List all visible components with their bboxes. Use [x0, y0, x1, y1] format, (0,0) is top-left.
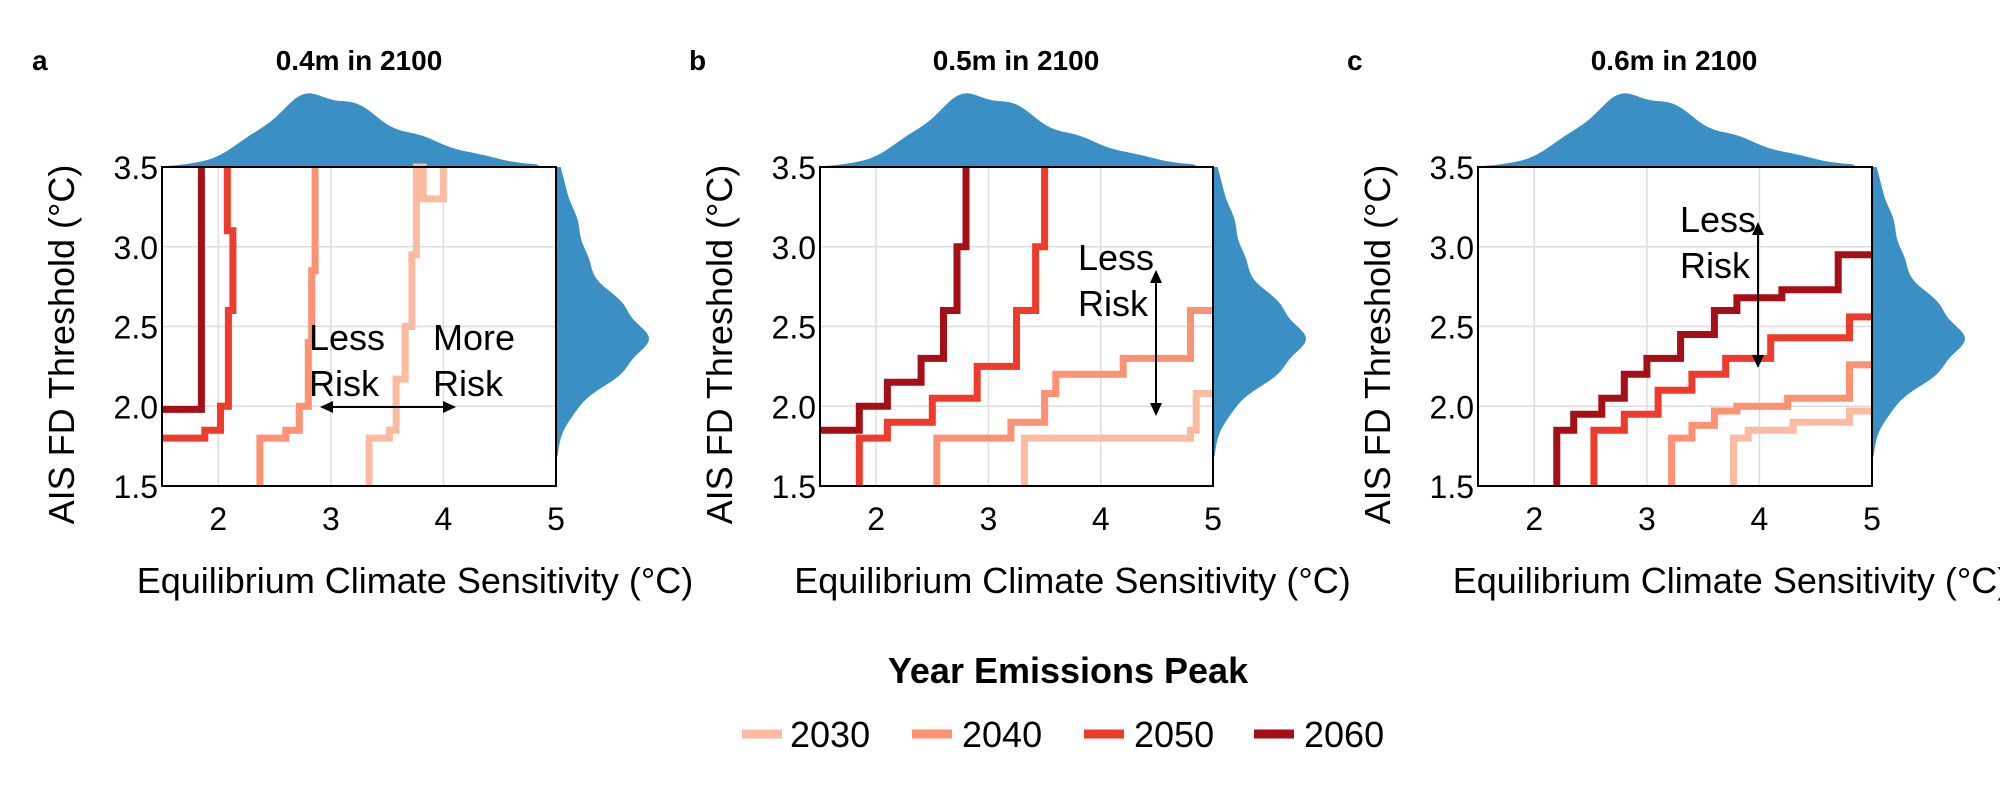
legend-item-2060: 2060 [1254, 714, 1384, 755]
x-tick-label: 2 [1525, 501, 1543, 537]
y-tick-label: 1.5 [114, 469, 158, 505]
annotation-less-risk-b: Less Risk [1078, 237, 1154, 324]
risk-arrow-a [320, 401, 456, 413]
y-ticks-b: 1.5 2.0 2.5 3.0 3.5 [772, 150, 816, 505]
annotation-line: Risk [1078, 283, 1149, 324]
x-tick-label: 3 [980, 501, 998, 537]
y-tick-label: 3.0 [772, 230, 816, 266]
panel-b: b 0.5m in 2100 2 3 4 5 1.5 2.0 2.5 3.0 3… [689, 45, 1351, 601]
legend-label: 2040 [962, 714, 1042, 755]
annotation-line: Less [309, 317, 385, 358]
y-tick-label: 1.5 [772, 469, 816, 505]
x-tick-label: 4 [1092, 501, 1110, 537]
annotation-line: Risk [433, 363, 504, 404]
annotation-line: More [433, 317, 515, 358]
annotation-less-risk-a: Less Risk [309, 317, 385, 404]
x-tick-label: 5 [547, 501, 565, 537]
panel-letter-b: b [689, 45, 706, 76]
annotation-line: Risk [1680, 245, 1751, 286]
top-density-b [820, 93, 1213, 167]
x-tick-label: 5 [1204, 501, 1222, 537]
y-tick-label: 1.5 [1430, 469, 1474, 505]
risk-arrow-c [1752, 222, 1764, 368]
y-tick-label: 2.5 [1430, 310, 1474, 346]
plot-frame-b [819, 166, 1214, 487]
y-ticks-a: 1.5 2.0 2.5 3.0 3.5 [114, 150, 158, 505]
legend: Year Emissions Peak 2030 2040 2050 2060 [742, 650, 1384, 755]
annotation-more-risk-a: More Risk [433, 317, 515, 404]
right-density-c [1872, 167, 1965, 456]
x-tick-label: 3 [322, 501, 340, 537]
y-tick-label: 3.0 [114, 230, 158, 266]
annotation-line: Less [1078, 237, 1154, 278]
x-ticks-c: 2 3 4 5 [1525, 501, 1881, 537]
series-line-2060 [820, 167, 970, 434]
series-line-2040 [256, 167, 319, 486]
x-tick-label: 4 [1751, 501, 1769, 537]
x-axis-label-b: Equilibrium Climate Sensitivity (°C) [794, 560, 1351, 601]
legend-label: 2030 [790, 714, 870, 755]
series-line-2030 [1730, 407, 1872, 486]
x-ticks-a: 2 3 4 5 [209, 501, 565, 537]
y-axis-label-b: AIS FD Threshold (°C) [699, 165, 740, 525]
top-density-c [1478, 93, 1872, 167]
y-tick-label: 2.5 [114, 310, 158, 346]
panel-title-b: 0.5m in 2100 [933, 45, 1100, 76]
x-tick-label: 2 [209, 501, 227, 537]
right-density-a [556, 167, 649, 456]
panel-letter-a: a [32, 45, 48, 76]
y-tick-label: 3.5 [1430, 150, 1474, 186]
series-line-2040 [933, 307, 1213, 486]
annotation-line: Less [1680, 199, 1756, 240]
series-line-2050 [1590, 313, 1872, 486]
x-ticks-b: 2 3 4 5 [867, 501, 1222, 537]
x-tick-label: 5 [1863, 501, 1881, 537]
series-line-2030 [1020, 390, 1213, 486]
panel-c: c 0.6m in 2100 2 3 4 5 1.5 2.0 2.5 3.0 3… [1347, 45, 2000, 601]
series-line-2050 [162, 167, 237, 442]
plot-frame-a [161, 166, 557, 487]
risk-arrow-b [1150, 270, 1162, 416]
y-tick-label: 2.5 [772, 310, 816, 346]
series-line-2050 [855, 167, 1049, 486]
panel-a: a 0.4m in 2100 2 3 4 5 1.5 2.0 2.5 3.0 3… [32, 45, 693, 601]
x-tick-label: 2 [867, 501, 885, 537]
x-tick-label: 3 [1638, 501, 1656, 537]
annotation-less-risk-c: Less Risk [1680, 199, 1756, 286]
legend-item-2050: 2050 [1084, 714, 1214, 755]
top-density-a [162, 93, 556, 167]
panel-letter-c: c [1347, 45, 1363, 76]
series-line-2060 [162, 167, 205, 413]
legend-item-2030: 2030 [742, 714, 870, 755]
y-tick-label: 3.5 [772, 150, 816, 186]
annotation-line: Risk [309, 363, 380, 404]
y-axis-label-c: AIS FD Threshold (°C) [1357, 165, 1398, 525]
y-tick-label: 2.0 [114, 389, 158, 425]
y-tick-label: 3.5 [114, 150, 158, 186]
series-layer-c [1553, 251, 1872, 486]
series-line-2040 [1668, 361, 1872, 486]
legend-title: Year Emissions Peak [888, 650, 1249, 691]
y-ticks-c: 1.5 2.0 2.5 3.0 3.5 [1430, 150, 1474, 505]
y-tick-label: 3.0 [1430, 230, 1474, 266]
legend-label: 2060 [1304, 714, 1384, 755]
x-axis-label-c: Equilibrium Climate Sensitivity (°C) [1453, 560, 2000, 601]
y-axis-label-a: AIS FD Threshold (°C) [41, 165, 82, 525]
x-axis-label-a: Equilibrium Climate Sensitivity (°C) [137, 560, 694, 601]
y-tick-label: 2.0 [1430, 389, 1474, 425]
series-line-2030 [365, 163, 447, 486]
series-layer-b [820, 167, 1213, 486]
legend-item-2040: 2040 [912, 714, 1042, 755]
right-density-b [1213, 167, 1306, 456]
panel-title-a: 0.4m in 2100 [276, 45, 443, 76]
series-layer-a [162, 163, 447, 486]
plot-frame-c [1477, 166, 1873, 487]
y-tick-label: 2.0 [772, 389, 816, 425]
series-line-2060 [1553, 251, 1872, 486]
panel-title-c: 0.6m in 2100 [1591, 45, 1758, 76]
legend-label: 2050 [1134, 714, 1214, 755]
x-tick-label: 4 [435, 501, 453, 537]
